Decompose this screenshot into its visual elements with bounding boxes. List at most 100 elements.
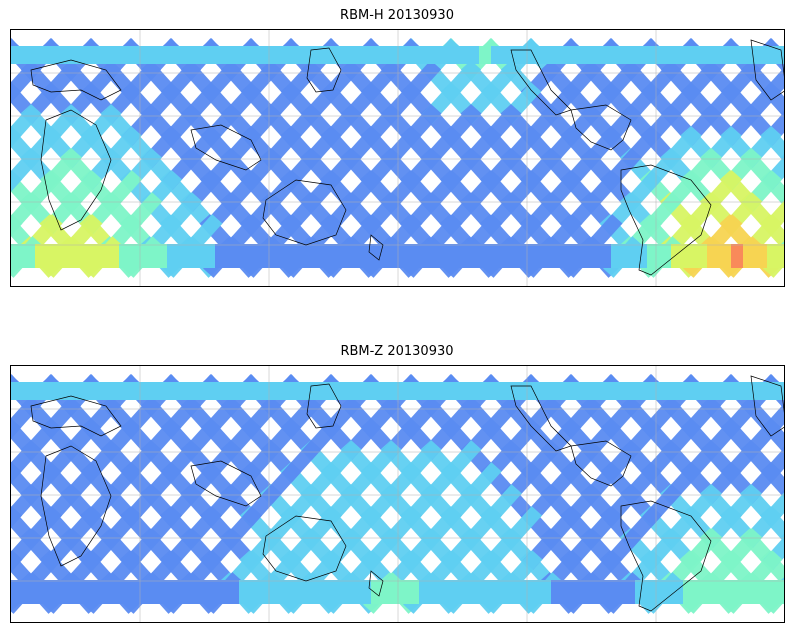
band-cell-north <box>719 46 731 64</box>
band-cell-south <box>707 244 719 268</box>
band-cell-south <box>599 580 611 604</box>
band-cell-south <box>143 244 155 268</box>
swath-map-canvas <box>11 30 784 286</box>
band-cell-north <box>167 46 179 64</box>
band-cell-north <box>491 46 503 64</box>
band-cell-south <box>287 244 299 268</box>
band-cell-north <box>575 382 587 400</box>
band-cell-south <box>215 580 227 604</box>
graticule <box>11 30 784 286</box>
band-cell-south <box>275 244 287 268</box>
band-cell-south <box>731 580 743 604</box>
band-cell-south <box>95 580 107 604</box>
band-cell-south <box>419 580 431 604</box>
band-cell-south <box>251 244 263 268</box>
band-cell-south <box>83 580 95 604</box>
band-cell-north <box>347 46 359 64</box>
band-cell-south <box>431 244 443 268</box>
band-cell-north <box>455 46 467 64</box>
coastline <box>510 49 572 116</box>
coastline <box>190 460 262 507</box>
latitude-bands <box>11 46 784 268</box>
band-cell-south <box>311 244 323 268</box>
band-cell-south <box>191 244 203 268</box>
band-cell-north <box>287 46 299 64</box>
band-cell-north <box>119 382 131 400</box>
band-cell-south <box>503 244 515 268</box>
band-cell-south <box>539 580 551 604</box>
band-cell-south <box>659 244 671 268</box>
band-cell-south <box>167 244 179 268</box>
band-cell-north <box>23 382 35 400</box>
band-cell-south <box>383 580 395 604</box>
band-cell-south <box>71 244 83 268</box>
band-cell-south <box>407 244 419 268</box>
band-cell-south <box>419 244 431 268</box>
band-cell-south <box>107 580 119 604</box>
band-cell-south <box>587 244 599 268</box>
band-cell-north <box>131 46 143 64</box>
band-cell-north <box>695 46 707 64</box>
band-cell-north <box>707 46 719 64</box>
band-cell-south <box>203 244 215 268</box>
band-cell-north <box>599 382 611 400</box>
band-cell-north <box>47 382 59 400</box>
band-cell-south <box>275 580 287 604</box>
band-cell-south <box>779 244 784 268</box>
band-cell-north <box>659 382 671 400</box>
band-cell-south <box>575 244 587 268</box>
band-cell-north <box>647 46 659 64</box>
band-cell-north <box>239 382 251 400</box>
band-cell-south <box>671 244 683 268</box>
band-cell-north <box>395 46 407 64</box>
coastline <box>368 570 384 597</box>
band-cell-north <box>131 382 143 400</box>
band-cell-north <box>467 382 479 400</box>
band-cell-south <box>35 580 47 604</box>
band-cell-north <box>503 46 515 64</box>
band-cell-north <box>515 382 527 400</box>
band-cell-north <box>443 46 455 64</box>
map-title-top: RBM-H 20130930 <box>340 8 454 23</box>
coastline <box>40 109 112 231</box>
band-cell-north <box>167 382 179 400</box>
band-cell-north <box>527 382 539 400</box>
band-cell-south <box>755 580 767 604</box>
band-cell-south <box>515 244 527 268</box>
coastline <box>306 383 342 429</box>
band-cell-north <box>539 46 551 64</box>
band-cell-north <box>767 46 779 64</box>
band-cell-south <box>11 580 23 604</box>
band-cell-south <box>203 580 215 604</box>
band-cell-north <box>479 382 491 400</box>
coastline <box>570 440 632 487</box>
band-cell-south <box>467 580 479 604</box>
coastline <box>750 375 784 437</box>
coastline <box>262 179 347 246</box>
band-cell-north <box>311 382 323 400</box>
band-cell-south <box>155 580 167 604</box>
band-cell-south <box>659 580 671 604</box>
band-cell-north <box>155 46 167 64</box>
band-cell-north <box>527 46 539 64</box>
band-cell-south <box>599 244 611 268</box>
band-cell-south <box>215 244 227 268</box>
band-cell-north <box>407 382 419 400</box>
band-cell-north <box>251 46 263 64</box>
band-cell-north <box>275 46 287 64</box>
band-cell-north <box>143 382 155 400</box>
band-cell-south <box>251 580 263 604</box>
band-cell-north <box>323 46 335 64</box>
band-cell-south <box>623 244 635 268</box>
band-cell-south <box>431 580 443 604</box>
band-cell-north <box>11 46 23 64</box>
band-cell-north <box>479 46 491 64</box>
band-cell-north <box>779 382 784 400</box>
band-cell-north <box>611 46 623 64</box>
band-cell-north <box>683 382 695 400</box>
band-cell-south <box>527 244 539 268</box>
band-cell-south <box>503 580 515 604</box>
band-cell-north <box>107 382 119 400</box>
coastline <box>620 500 712 612</box>
band-cell-south <box>335 244 347 268</box>
